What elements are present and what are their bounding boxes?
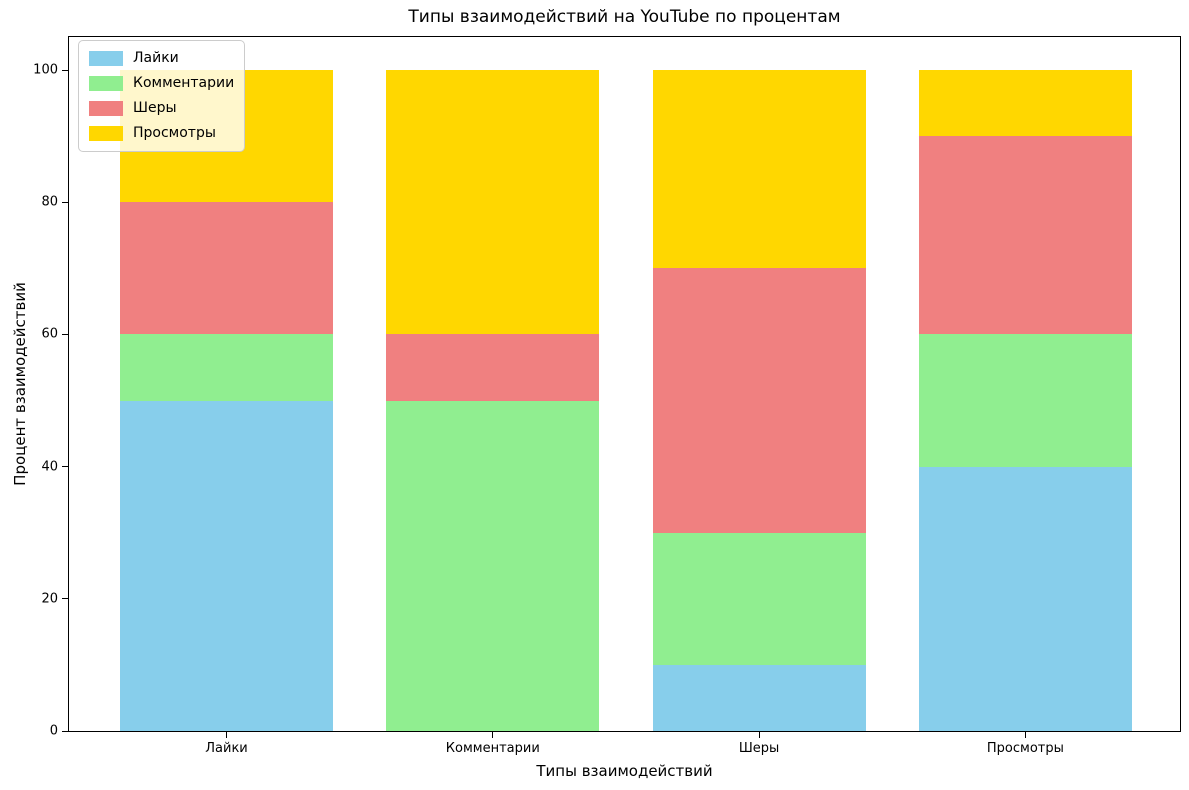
plot-area: [68, 36, 1181, 732]
x-axis-label: Типы взаимодействий: [536, 762, 713, 780]
bar-segment: [652, 532, 866, 665]
bar-segment: [652, 70, 866, 269]
legend-label: Комментарии: [133, 75, 235, 91]
y-tick-label: 80: [41, 194, 58, 210]
bar-segment: [918, 334, 1132, 467]
x-tick-label: Лайки: [205, 741, 248, 756]
x-tick-mark: [492, 732, 494, 738]
legend-row-3: Просмотры: [89, 124, 234, 143]
legend-label: Просмотры: [133, 125, 216, 141]
legend-color-patch: [89, 76, 123, 91]
y-axis-label: Процент взаимодействий: [11, 282, 29, 486]
x-tick-mark: [226, 732, 227, 738]
y-tick-mark: [62, 333, 68, 335]
bar-segment: [652, 664, 866, 731]
chart-title: Типы взаимодействий на YouTube по процен…: [408, 7, 841, 27]
y-tick-label: 60: [41, 326, 58, 342]
bar-segment: [386, 334, 600, 401]
bar-stack-2: [652, 37, 866, 731]
y-tick-label: 40: [41, 459, 58, 475]
legend-row-2: Шеры: [89, 99, 234, 118]
bar-segment: [652, 268, 866, 533]
legend-color-patch: [89, 51, 123, 66]
x-tick-label: Шеры: [738, 741, 780, 756]
y-tick-mark: [62, 730, 68, 732]
y-tick-mark: [62, 466, 68, 468]
bar-segment: [386, 70, 600, 335]
y-tick-label: 20: [41, 591, 58, 607]
y-tick-mark: [62, 598, 68, 600]
legend-label: Лайки: [133, 50, 179, 66]
legend-color-patch: [89, 126, 123, 141]
bar-stack-3: [918, 37, 1132, 731]
legend: Лайки Комментарии Шеры Просмотры: [78, 40, 246, 152]
legend-label: Шеры: [133, 100, 177, 116]
bar-segment: [918, 70, 1132, 137]
bar-stack-1: [386, 37, 600, 731]
bar-segment: [120, 334, 333, 401]
x-tick-label: Просмотры: [986, 741, 1064, 756]
legend-row-1: Комментарии: [89, 74, 234, 93]
legend-row-0: Лайки: [89, 49, 234, 68]
bar-segment: [918, 466, 1132, 731]
legend-color-patch: [89, 101, 123, 116]
bar-segment: [386, 400, 600, 731]
x-tick-mark: [1024, 732, 1026, 738]
y-tick-label: 0: [49, 723, 58, 739]
y-tick-label: 100: [33, 62, 58, 78]
bar-segment: [120, 400, 333, 731]
x-tick-label: Комментарии: [445, 741, 540, 756]
x-tick-mark: [758, 732, 760, 738]
bar-segment: [120, 202, 333, 335]
y-tick-mark: [62, 69, 68, 71]
y-tick-mark: [62, 201, 68, 203]
bar-segment: [918, 136, 1132, 335]
